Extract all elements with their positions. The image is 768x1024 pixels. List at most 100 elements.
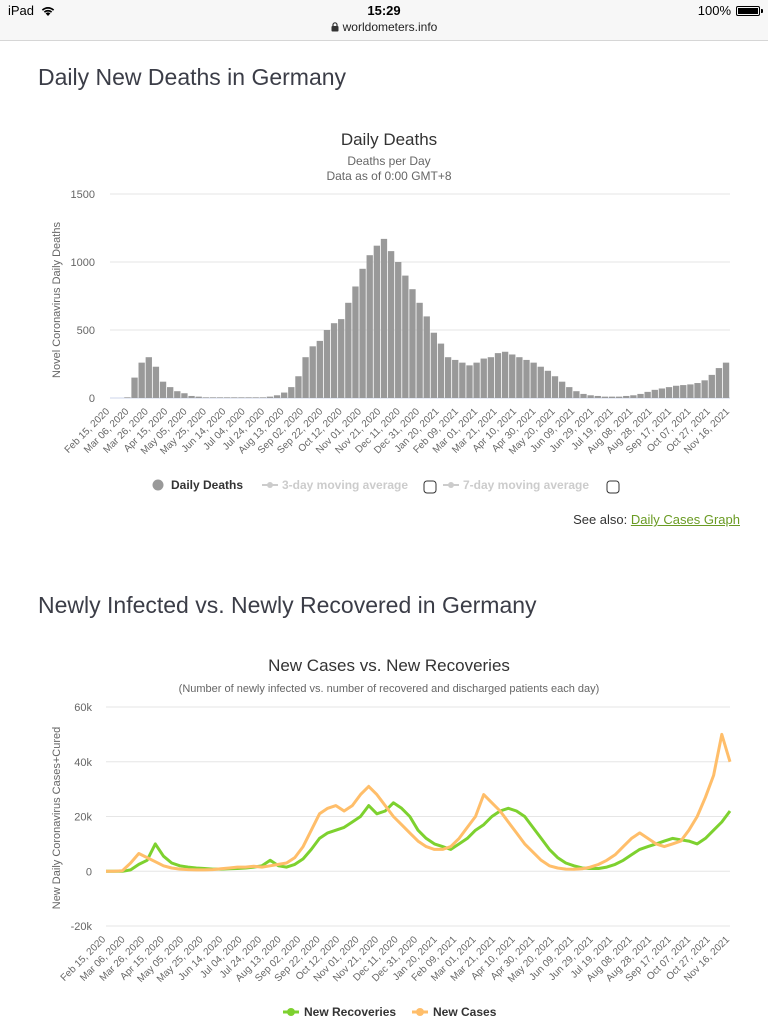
death-bar[interactable] xyxy=(366,255,373,398)
death-bar[interactable] xyxy=(594,395,601,398)
legend-new-recoveries[interactable]: New Recoveries xyxy=(283,1005,396,1019)
death-bar[interactable] xyxy=(231,397,238,398)
address-bar[interactable]: worldometers.info xyxy=(0,20,768,34)
death-bar[interactable] xyxy=(530,362,537,398)
death-bar[interactable] xyxy=(444,357,452,398)
death-bar[interactable] xyxy=(687,384,694,398)
death-bar[interactable] xyxy=(138,362,145,398)
toggle-7day-checkbox[interactable] xyxy=(606,480,620,494)
death-bar[interactable] xyxy=(238,397,245,398)
death-bar[interactable] xyxy=(501,351,509,398)
death-bar[interactable] xyxy=(551,376,559,398)
death-bar[interactable] xyxy=(573,391,580,398)
death-bar[interactable] xyxy=(395,262,402,398)
death-bar[interactable] xyxy=(202,397,209,398)
death-bar[interactable] xyxy=(694,383,701,398)
death-bar[interactable] xyxy=(124,397,131,398)
death-bar[interactable] xyxy=(715,368,723,398)
legend-new-cases[interactable]: New Cases xyxy=(412,1005,497,1019)
death-bar[interactable] xyxy=(480,358,487,398)
death-bar[interactable] xyxy=(537,366,544,398)
recoveries-line[interactable] xyxy=(106,801,732,873)
legend-daily-deaths[interactable]: Daily Deaths xyxy=(152,478,244,492)
death-bar[interactable] xyxy=(359,268,366,398)
daily-cases-graph-link[interactable]: Daily Cases Graph xyxy=(630,512,740,527)
death-bar[interactable] xyxy=(209,397,217,398)
death-bar[interactable] xyxy=(623,395,630,398)
death-bar[interactable] xyxy=(281,392,288,398)
death-bar[interactable] xyxy=(680,385,687,398)
death-bar[interactable] xyxy=(466,365,473,398)
chart-subtitle-date: Data as of 0:00 GMT+8 xyxy=(326,169,451,183)
death-bar[interactable] xyxy=(437,343,445,398)
death-bar[interactable] xyxy=(509,354,516,398)
death-bar[interactable] xyxy=(345,302,352,398)
death-bar[interactable] xyxy=(608,396,616,398)
death-bar[interactable] xyxy=(423,316,430,398)
toggle-3day-checkbox[interactable] xyxy=(423,480,437,494)
death-bar[interactable] xyxy=(131,377,138,398)
death-bar[interactable] xyxy=(181,393,188,398)
death-bar[interactable] xyxy=(288,387,295,398)
cases-line[interactable] xyxy=(106,732,732,873)
death-bar[interactable] xyxy=(295,376,302,398)
death-bar[interactable] xyxy=(558,381,566,398)
death-bar[interactable] xyxy=(473,362,480,398)
death-bar[interactable] xyxy=(416,302,423,398)
death-bar[interactable] xyxy=(352,286,359,398)
death-bar[interactable] xyxy=(544,370,552,398)
death-bar[interactable] xyxy=(430,332,438,398)
death-bar[interactable] xyxy=(380,238,388,398)
death-bar[interactable] xyxy=(580,393,587,398)
death-bar[interactable] xyxy=(309,346,316,398)
death-bar[interactable] xyxy=(701,380,708,398)
daily-deaths-chart: Daily Deaths Deaths per Day Data as of 0… xyxy=(51,130,732,494)
death-bar[interactable] xyxy=(672,385,680,398)
death-bar[interactable] xyxy=(273,395,281,398)
death-bar[interactable] xyxy=(630,395,637,398)
death-bar[interactable] xyxy=(637,393,644,398)
death-bar[interactable] xyxy=(494,353,502,398)
death-bar[interactable] xyxy=(658,388,666,398)
death-bar[interactable] xyxy=(259,397,266,398)
death-bar[interactable] xyxy=(188,395,195,398)
death-bar[interactable] xyxy=(245,397,252,398)
death-bar[interactable] xyxy=(145,357,152,398)
cases-vs-recoveries-chart: New Cases vs. New Recoveries (Number of … xyxy=(51,656,732,1019)
death-bar[interactable] xyxy=(722,362,730,398)
death-bar[interactable] xyxy=(487,357,495,398)
death-bar[interactable] xyxy=(409,289,416,398)
death-bar[interactable] xyxy=(523,359,530,398)
death-bar[interactable] xyxy=(316,340,323,398)
death-bar[interactable] xyxy=(387,251,395,398)
death-bar[interactable] xyxy=(252,397,259,398)
death-bar[interactable] xyxy=(402,275,409,398)
legend-3day-average[interactable]: 3-day moving average xyxy=(262,478,408,492)
death-bar[interactable] xyxy=(167,387,174,398)
death-bar[interactable] xyxy=(302,357,309,398)
death-bar[interactable] xyxy=(224,397,231,398)
death-bar[interactable] xyxy=(708,374,715,398)
death-bar[interactable] xyxy=(152,366,160,398)
death-bar[interactable] xyxy=(323,330,331,398)
death-bar[interactable] xyxy=(644,391,651,398)
death-bar[interactable] xyxy=(651,389,658,398)
death-bar[interactable] xyxy=(216,397,224,398)
death-bar[interactable] xyxy=(330,323,338,398)
death-bar[interactable] xyxy=(452,359,459,398)
death-bar[interactable] xyxy=(665,387,673,398)
death-bar[interactable] xyxy=(601,396,609,398)
death-bar[interactable] xyxy=(587,395,594,398)
death-bar[interactable] xyxy=(516,357,523,398)
death-bar[interactable] xyxy=(373,245,381,398)
death-bar[interactable] xyxy=(338,319,345,398)
death-bar[interactable] xyxy=(566,387,573,398)
death-bar[interactable] xyxy=(266,396,274,398)
death-bar[interactable] xyxy=(159,381,167,398)
legend-7day-average[interactable]: 7-day moving average xyxy=(443,478,589,492)
death-bar[interactable] xyxy=(195,396,202,398)
death-bar[interactable] xyxy=(174,391,181,398)
death-bar[interactable] xyxy=(459,362,466,398)
death-bar[interactable] xyxy=(615,396,623,398)
battery-percent: 100% xyxy=(697,3,731,18)
